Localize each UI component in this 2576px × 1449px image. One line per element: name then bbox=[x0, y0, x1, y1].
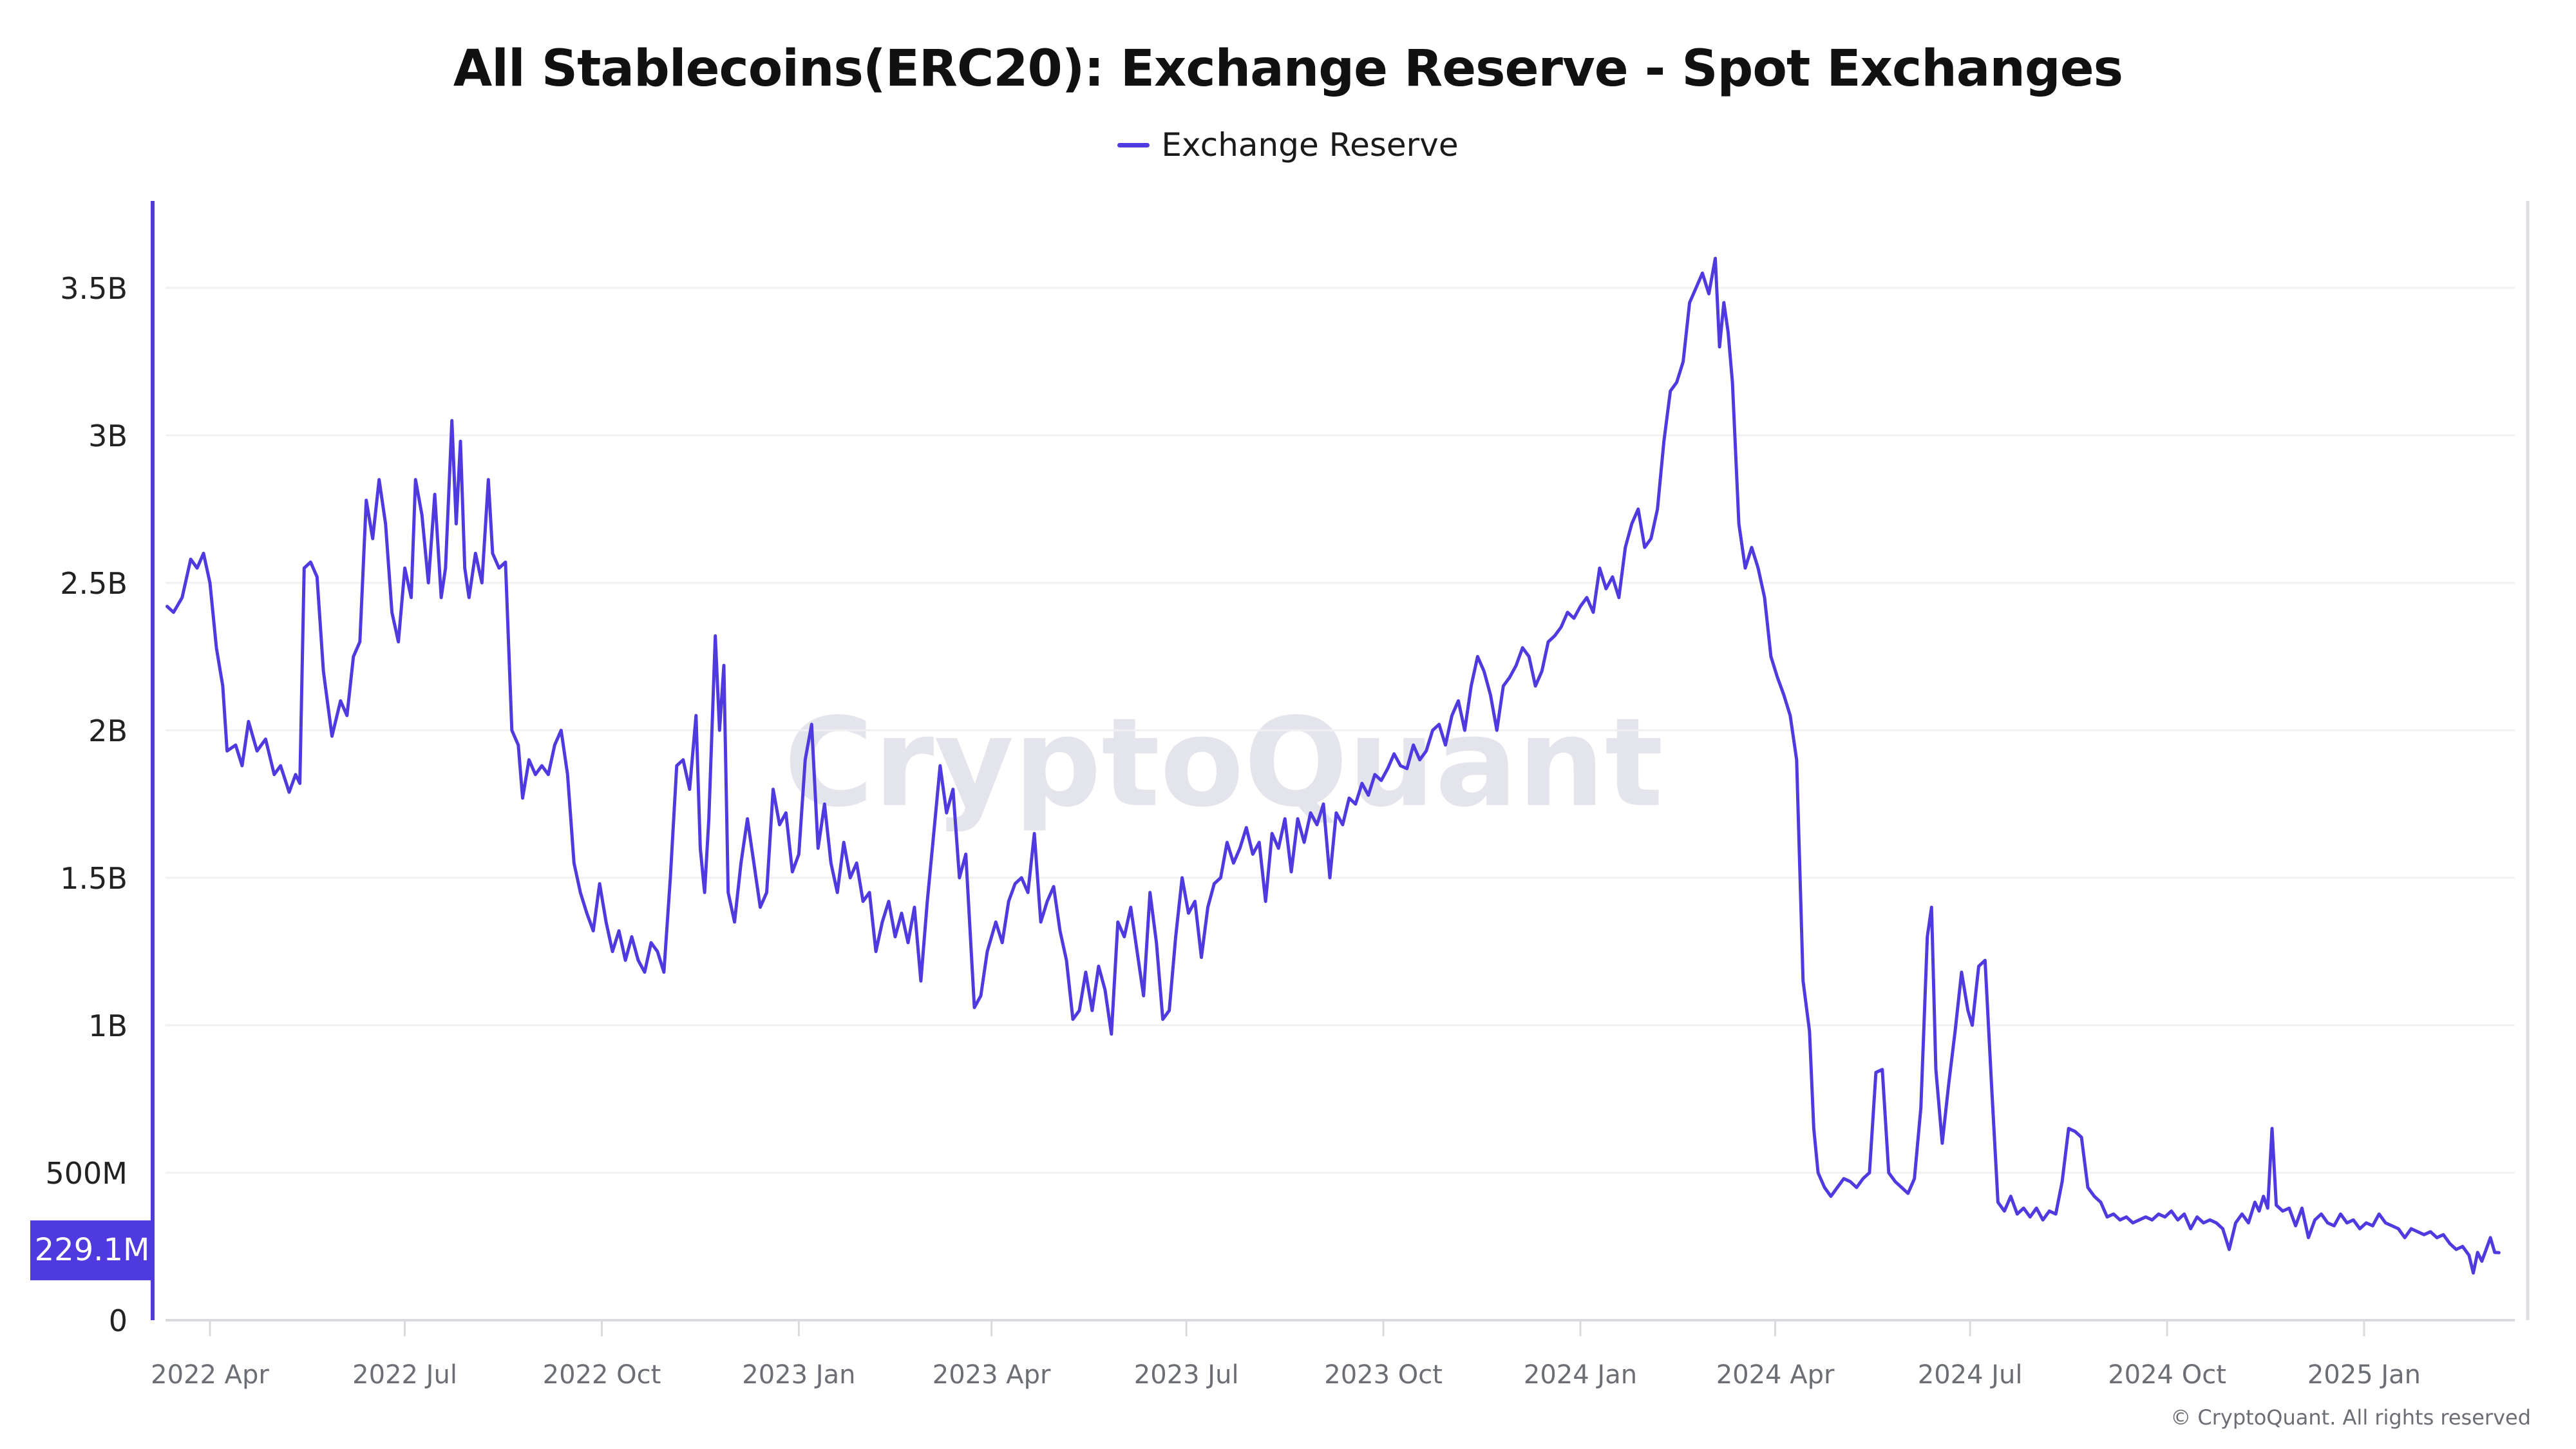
chart-title: All Stablecoins(ERC20): Exchange Reserve… bbox=[453, 40, 2123, 98]
x-tick-label: 2025 Jan bbox=[2307, 1360, 2421, 1390]
y-tick-label: 3.5B bbox=[60, 271, 128, 306]
grid-lines bbox=[166, 287, 2515, 1174]
y-tick-label: 0 bbox=[109, 1303, 128, 1338]
x-tick-label: 2022 Oct bbox=[543, 1360, 661, 1390]
copyright-text: © CryptoQuant. All rights reserved bbox=[2170, 1405, 2531, 1430]
last-value-label: 229.1M bbox=[35, 1232, 150, 1268]
legend-label[interactable]: Exchange Reserve bbox=[1161, 126, 1459, 164]
x-tick-label: 2022 Jul bbox=[352, 1360, 457, 1390]
x-tick-label: 2023 Apr bbox=[933, 1360, 1051, 1390]
x-tick-label: 2024 Oct bbox=[2108, 1360, 2226, 1390]
x-tick-label: 2023 Oct bbox=[1324, 1360, 1443, 1390]
y-tick-label: 2B bbox=[88, 714, 128, 748]
x-tick-label: 2024 Apr bbox=[1716, 1360, 1835, 1390]
legend: Exchange Reserve bbox=[0, 126, 2576, 164]
x-tick-label: 2024 Jan bbox=[1524, 1360, 1637, 1390]
legend-swatch[interactable] bbox=[1117, 142, 1150, 147]
last-value-badge-bg bbox=[30, 1220, 155, 1281]
y-tick-label: 1B bbox=[88, 1009, 128, 1043]
x-tick-label: 2024 Jul bbox=[1918, 1360, 2023, 1390]
x-tick-label: 2022 Apr bbox=[151, 1360, 269, 1390]
y-tick-label: 1.5B bbox=[60, 861, 128, 896]
last-value-badge: 229.1M bbox=[30, 1220, 155, 1281]
watermark: CryptoQuant bbox=[784, 692, 1663, 834]
y-tick-label: 2.5B bbox=[60, 566, 128, 601]
y-tick-label: 3B bbox=[88, 419, 128, 453]
y-tick-label: 500M bbox=[46, 1156, 128, 1191]
series-line-exchange-reserve[interactable] bbox=[166, 256, 2501, 1275]
x-tick-label: 2023 Jul bbox=[1134, 1360, 1239, 1390]
y-axis-ticks: 0 500M 1B 1.5B 2B 2.5B 3B 3.5B bbox=[46, 271, 128, 1338]
x-axis-ticks: 2022 Apr 2022 Jul 2022 Oct 2023 Jan 2023 Apr… bbox=[151, 1321, 2421, 1390]
x-tick-label: 2023 Jan bbox=[742, 1360, 855, 1390]
